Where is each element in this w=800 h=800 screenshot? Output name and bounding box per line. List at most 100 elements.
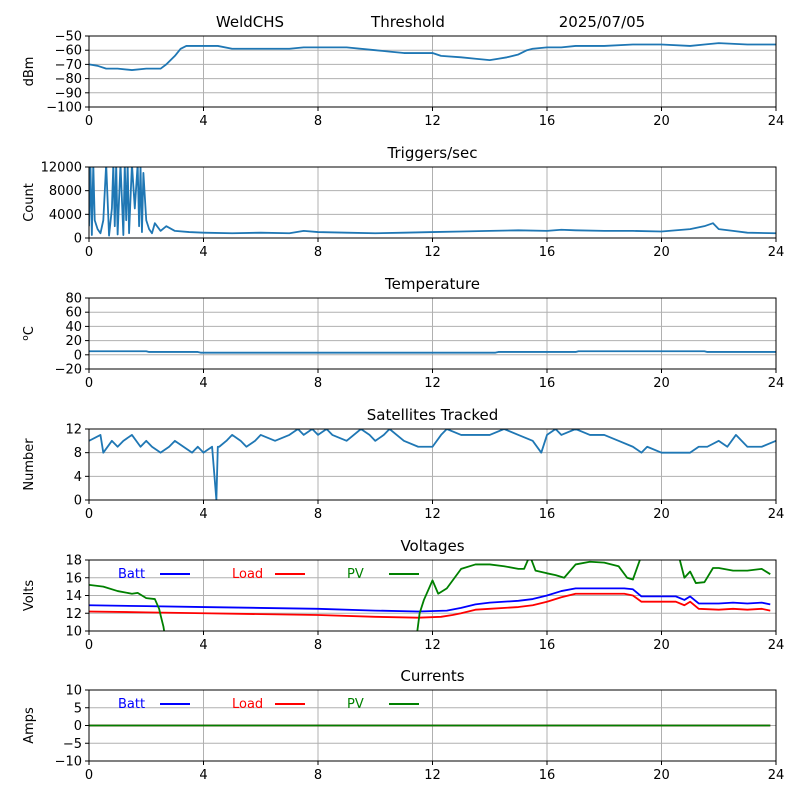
y-tick-label-voltages: 12 [65,607,82,622]
x-tick-label-temperature: 20 [653,376,670,391]
series-line-triggers-0 [89,167,776,237]
legend-label-currents-load: Load [232,697,263,712]
panel-currents: 0 4 8 12 16 20 24 −10 −5 0 5 10 Currents Amps Batt Load… [22,667,784,783]
x-tick-label-threshold: 8 [314,114,322,129]
x-tick-label-voltages: 0 [85,638,93,653]
panel-title-triggers: Triggers/sec [387,144,478,162]
x-tick-label-temperature: 16 [539,376,556,391]
x-tick-label-voltages: 24 [768,638,785,653]
x-tick-label-threshold: 4 [199,114,207,129]
x-tick-label-satellites: 16 [539,507,556,522]
y-tick-label-voltages: 18 [65,554,82,569]
panel-title-voltages: Voltages [400,537,464,555]
y-axis-label-triggers: Count [22,183,37,222]
x-tick-label-currents: 16 [539,768,556,783]
x-tick-label-temperature: 24 [768,376,785,391]
x-tick-label-voltages: 8 [314,638,322,653]
y-tick-label-threshold: −80 [55,72,82,87]
y-tick-label-threshold: −60 [55,44,82,59]
legend-label-voltages-pv: PV [347,567,364,582]
y-tick-label-triggers: 4000 [49,208,82,223]
x-tick-label-satellites: 24 [768,507,785,522]
x-tick-label-threshold: 20 [653,114,670,129]
x-tick-label-triggers: 16 [539,245,556,260]
x-tick-label-triggers: 8 [314,245,322,260]
y-tick-label-triggers: 0 [74,232,82,247]
legend-currents: Batt Load PV [118,697,419,712]
x-tick-label-voltages: 4 [199,638,207,653]
x-tick-label-satellites: 20 [653,507,670,522]
x-tick-label-currents: 4 [199,768,207,783]
x-tick-label-satellites: 0 [85,507,93,522]
y-axis-label-threshold: dBm [22,57,37,87]
y-tick-label-temperature: 40 [65,320,82,335]
x-tick-label-triggers: 20 [653,245,670,260]
legend-label-voltages-load: Load [232,567,263,582]
y-tick-label-currents: 5 [74,701,82,716]
x-tick-label-voltages: 20 [653,638,670,653]
x-tick-label-triggers: 12 [424,245,441,260]
legend-label-currents-pv: PV [347,697,364,712]
y-tick-label-temperature: −20 [55,363,82,378]
series-line-temperature-0 [89,350,776,354]
x-tick-label-satellites: 12 [424,507,441,522]
legend-voltages: Batt Load PV [118,567,419,582]
x-tick-label-currents: 12 [424,768,441,783]
y-tick-label-voltages: 10 [65,625,82,640]
panel-title-temperature: Temperature [384,275,480,293]
x-tick-label-voltages: 16 [539,638,556,653]
panel-voltages: 0 4 8 12 16 20 24 10 12 14 16 18 Voltages Volts Batt Lo… [22,537,784,653]
y-tick-label-voltages: 14 [65,589,82,604]
y-axis-label-currents: Amps [22,707,37,744]
x-tick-label-temperature: 0 [85,376,93,391]
y-tick-label-currents: −10 [55,755,82,770]
y-tick-label-triggers: 12000 [41,161,82,176]
x-tick-label-threshold: 24 [768,114,785,129]
x-tick-label-currents: 0 [85,768,93,783]
y-tick-label-currents: 0 [74,719,82,734]
y-axis-label-satellites: Number [22,438,37,491]
panel-triggers: 0 4 8 12 16 20 24 0 4000 8000 12000 Triggers/sec Cou… [22,144,784,260]
panel-threshold: 0 4 8 12 16 20 24 −100−90−80−70−60−50 dBm [22,30,784,130]
y-tick-label-satellites: 0 [74,494,82,509]
y-axis-label-temperature: oC [21,326,37,341]
legend-label-voltages-batt: Batt [118,567,145,582]
y-tick-label-threshold: −100 [46,101,82,116]
x-tick-label-triggers: 24 [768,245,785,260]
x-tick-label-currents: 8 [314,768,322,783]
x-tick-label-temperature: 12 [424,376,441,391]
series-line-voltages-load [89,592,771,619]
x-tick-label-voltages: 12 [424,638,441,653]
y-tick-label-currents: −5 [63,737,82,752]
x-tick-label-threshold: 0 [85,114,93,129]
x-tick-label-triggers: 4 [199,245,207,260]
y-tick-label-voltages: 16 [65,571,82,586]
y-tick-label-triggers: 8000 [49,184,82,199]
y-tick-label-threshold: −90 [55,86,82,101]
x-tick-label-temperature: 4 [199,376,207,391]
y-tick-label-temperature: 0 [74,348,82,363]
y-tick-label-currents: 10 [65,684,82,699]
series-line-satellites-0 [89,429,776,500]
x-tick-label-temperature: 8 [314,376,322,391]
header-mode: Threshold [370,13,445,31]
x-tick-label-threshold: 12 [424,114,441,129]
y-tick-label-temperature: 60 [65,306,82,321]
y-axis-label-voltages: Volts [22,580,37,612]
series-line-voltages-pv [416,560,771,631]
header-station: WeldCHS [216,13,284,31]
y-tick-label-satellites: 4 [74,470,82,485]
panel-title-currents: Currents [400,667,464,685]
x-tick-label-triggers: 0 [85,245,93,260]
series-line-voltages-batt [89,587,771,613]
panel-satellites: 0 4 8 12 16 20 24 0 4 8 12 Satellites Tracked Number [22,406,784,522]
x-tick-label-threshold: 16 [539,114,556,129]
header-date: 2025/07/05 [559,13,645,31]
y-tick-label-satellites: 8 [74,446,82,461]
series-line-threshold-0 [89,42,776,71]
x-tick-label-satellites: 8 [314,507,322,522]
panel-title-satellites: Satellites Tracked [367,406,498,424]
y-tick-label-temperature: 80 [65,292,82,307]
